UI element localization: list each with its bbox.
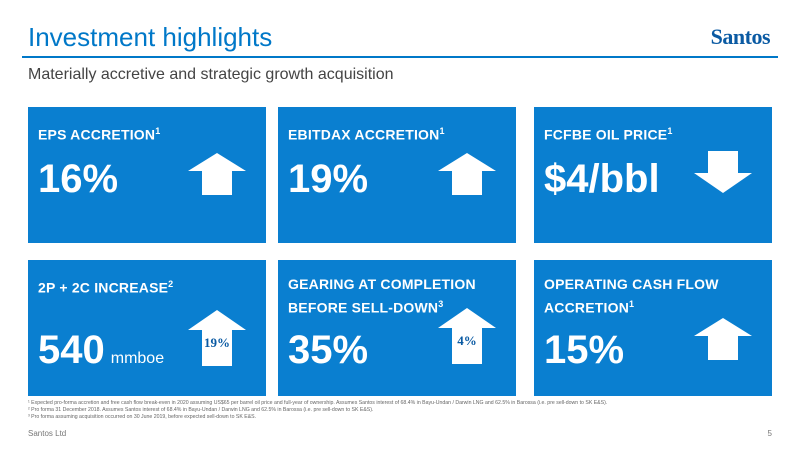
tile-operating-cash-flow-accretion: OPERATING CASH FLOW ACCRETION1 15% xyxy=(534,260,772,396)
up-arrow-icon xyxy=(188,153,246,195)
change-badge: 4% xyxy=(452,330,482,352)
title-divider xyxy=(22,56,778,58)
tile-label: 2P + 2C INCREASE2 xyxy=(38,279,174,296)
page-number: 5 xyxy=(767,429,772,438)
tile-ebitdax-accretion: EBITDAX ACCRETION1 19% xyxy=(278,107,516,243)
tile-gearing-at-completion: GEARING AT COMPLETION BEFORE SELL-DOWN3 … xyxy=(278,260,516,396)
page-title: Investment highlights xyxy=(28,22,273,52)
down-arrow-icon xyxy=(694,151,752,193)
change-badge: 19% xyxy=(202,332,232,354)
footnote-1: ¹ Expected pro-forma accretion and free … xyxy=(28,400,608,406)
tile-2p-2c-increase: 2P + 2C INCREASE2 540 mmboe 19% xyxy=(28,260,266,396)
footnotes: ¹ Expected pro-forma accretion and free … xyxy=(28,400,772,421)
tile-value: 16% xyxy=(38,157,119,201)
tile-label: EBITDAX ACCRETION1 xyxy=(288,126,445,143)
tile-label: OPERATING CASH FLOW ACCRETION1 xyxy=(544,276,719,316)
footnote-2: ² Pro forma 31 December 2018. Assumes Sa… xyxy=(28,407,374,413)
tile-value: 540 mmboe xyxy=(38,328,165,372)
tile-value: 35% xyxy=(288,328,369,372)
santos-logo: Santos xyxy=(710,24,771,49)
up-arrow-icon xyxy=(694,318,752,360)
footnote-3: ³ Pro forma assuming acquisition occurre… xyxy=(28,414,257,420)
tile-fcfbe-oil-price: FCFBE OIL PRICE1 $4/bbl xyxy=(534,107,772,243)
tile-value: 19% xyxy=(288,157,369,201)
tile-label: FCFBE OIL PRICE1 xyxy=(544,126,673,143)
tile-label: GEARING AT COMPLETION BEFORE SELL-DOWN3 xyxy=(288,276,476,316)
tile-unit: mmboe xyxy=(110,350,165,367)
tile-value: 15% xyxy=(544,328,625,372)
footer-company: Santos Ltd xyxy=(28,429,67,438)
tile-value: $4/bbl xyxy=(544,157,660,201)
up-arrow-icon xyxy=(438,153,496,195)
tile-label: EPS ACCRETION1 xyxy=(38,126,161,143)
tile-eps-accretion: EPS ACCRETION1 16% xyxy=(28,107,266,243)
page-subtitle: Materially accretive and strategic growt… xyxy=(28,66,394,83)
